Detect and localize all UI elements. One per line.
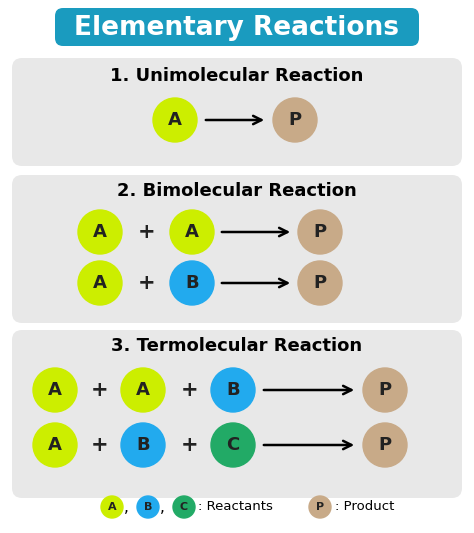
Text: +: + bbox=[138, 222, 156, 242]
Text: B: B bbox=[185, 274, 199, 292]
Text: ,: , bbox=[124, 499, 129, 514]
Text: +: + bbox=[181, 380, 199, 400]
Circle shape bbox=[211, 368, 255, 412]
Text: : Product: : Product bbox=[335, 500, 394, 513]
Text: A: A bbox=[168, 111, 182, 129]
Text: C: C bbox=[227, 436, 240, 454]
Circle shape bbox=[33, 368, 77, 412]
Circle shape bbox=[173, 496, 195, 518]
Text: B: B bbox=[226, 381, 240, 399]
Text: A: A bbox=[108, 502, 116, 512]
FancyBboxPatch shape bbox=[12, 330, 462, 498]
Text: P: P bbox=[313, 274, 327, 292]
Circle shape bbox=[170, 210, 214, 254]
Circle shape bbox=[137, 496, 159, 518]
Text: : Reactants: : Reactants bbox=[198, 500, 273, 513]
Circle shape bbox=[170, 261, 214, 305]
Circle shape bbox=[121, 423, 165, 467]
Text: P: P bbox=[289, 111, 301, 129]
Text: ,: , bbox=[160, 499, 165, 514]
Circle shape bbox=[211, 423, 255, 467]
Text: A: A bbox=[93, 274, 107, 292]
Text: P: P bbox=[316, 502, 324, 512]
Circle shape bbox=[298, 261, 342, 305]
Text: A: A bbox=[48, 381, 62, 399]
Text: A: A bbox=[93, 223, 107, 241]
Text: P: P bbox=[378, 381, 392, 399]
Circle shape bbox=[78, 261, 122, 305]
Circle shape bbox=[101, 496, 123, 518]
Text: 2. Bimolecular Reaction: 2. Bimolecular Reaction bbox=[117, 182, 357, 200]
Circle shape bbox=[121, 368, 165, 412]
FancyBboxPatch shape bbox=[12, 175, 462, 323]
Circle shape bbox=[78, 210, 122, 254]
Circle shape bbox=[363, 423, 407, 467]
Circle shape bbox=[309, 496, 331, 518]
FancyBboxPatch shape bbox=[12, 58, 462, 166]
Text: B: B bbox=[136, 436, 150, 454]
Text: 3. Termolecular Reaction: 3. Termolecular Reaction bbox=[111, 337, 363, 355]
Text: 1. Unimolecular Reaction: 1. Unimolecular Reaction bbox=[110, 67, 364, 85]
Circle shape bbox=[153, 98, 197, 142]
Text: B: B bbox=[144, 502, 152, 512]
Circle shape bbox=[298, 210, 342, 254]
Text: A: A bbox=[136, 381, 150, 399]
Circle shape bbox=[273, 98, 317, 142]
Text: +: + bbox=[91, 380, 109, 400]
Text: +: + bbox=[91, 435, 109, 455]
Text: P: P bbox=[313, 223, 327, 241]
FancyBboxPatch shape bbox=[55, 8, 419, 46]
Text: +: + bbox=[138, 273, 156, 293]
Text: A: A bbox=[185, 223, 199, 241]
Circle shape bbox=[363, 368, 407, 412]
Text: +: + bbox=[181, 435, 199, 455]
Text: A: A bbox=[48, 436, 62, 454]
Text: Elementary Reactions: Elementary Reactions bbox=[74, 15, 400, 41]
Circle shape bbox=[33, 423, 77, 467]
Text: C: C bbox=[180, 502, 188, 512]
Text: P: P bbox=[378, 436, 392, 454]
